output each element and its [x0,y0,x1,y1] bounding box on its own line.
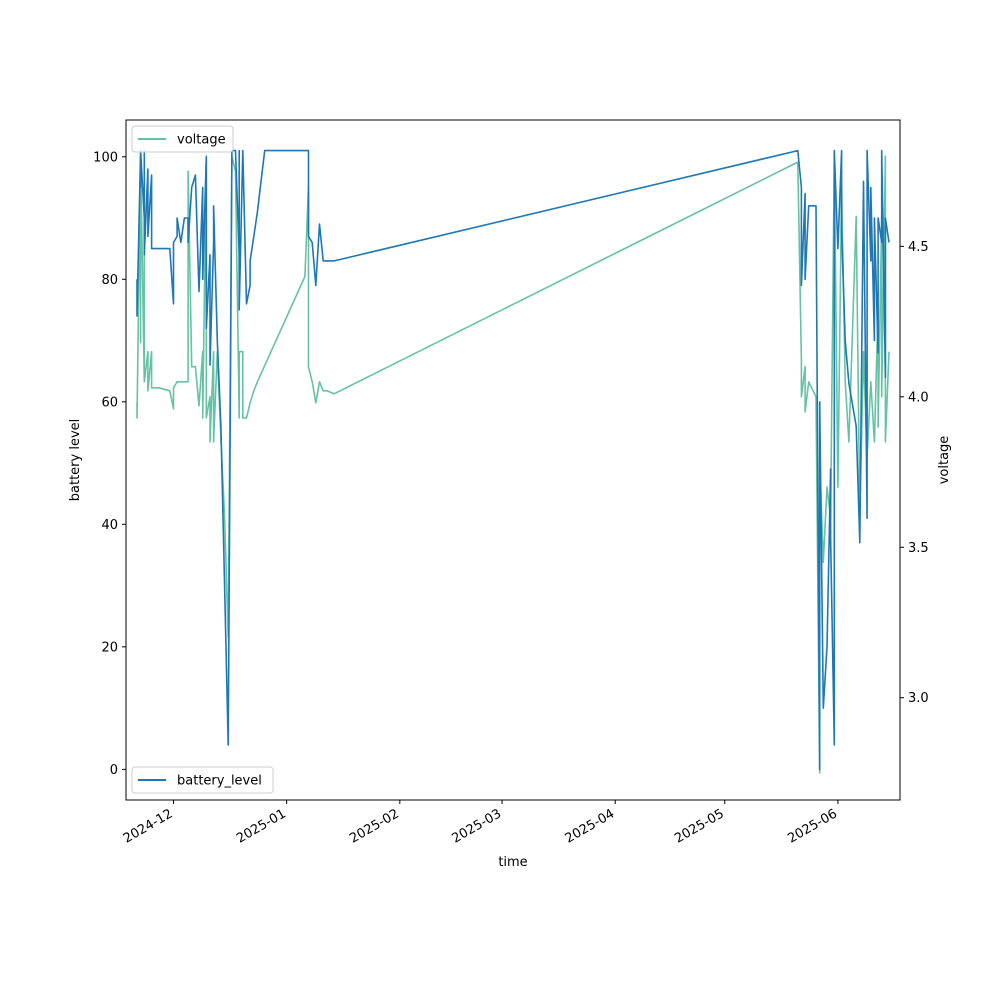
y-tick-label: 100 [93,150,118,165]
y-tick-label: 60 [101,395,118,410]
legend-voltage-box [131,125,234,153]
y-axis-label: battery level [68,419,83,502]
plot-frame [125,119,901,801]
y2-tick-label: 4.5 [908,240,929,255]
series-line-battery-level [136,149,890,771]
y-axis-right: 3.0 3.5 4.0 4.5 [900,240,929,706]
x-axis-label: time [498,855,527,870]
series-layer [136,149,890,774]
y2-tick-label: 4.0 [908,390,929,405]
y2-axis-label: voltage [937,436,952,485]
legend-voltage-label: voltage [177,133,226,148]
y-axis-left: 0 20 40 60 80 100 [93,150,126,778]
series-line-voltage [136,155,890,774]
y-tick-label: 20 [101,640,118,655]
legend-battery-level-box [131,766,274,794]
legend-battery-level-label: battery_level [177,774,262,789]
y2-tick-label: 3.0 [908,691,929,706]
legend-battery-level: battery_level [131,766,274,794]
y2-tick-label: 3.5 [908,541,929,556]
legend-voltage: voltage [131,125,234,153]
y-tick-label: 0 [110,763,118,778]
y-tick-label: 80 [101,273,118,288]
y-tick-label: 40 [101,518,118,533]
